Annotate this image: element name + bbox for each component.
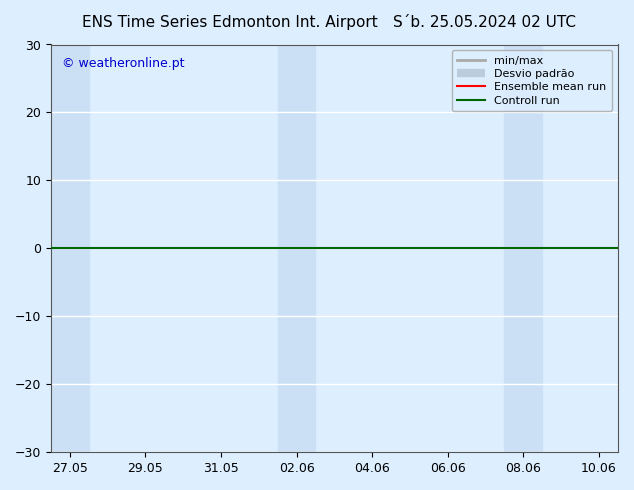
Bar [504, 45, 542, 452]
Bar [51, 45, 89, 452]
Text: © weatheronline.pt: © weatheronline.pt [62, 57, 185, 70]
Legend: min/max, Desvio padrão, Ensemble mean run, Controll run: min/max, Desvio padrão, Ensemble mean ru… [452, 50, 612, 111]
Bar [278, 45, 316, 452]
Text: S´b. 25.05.2024 02 UTC: S´b. 25.05.2024 02 UTC [393, 15, 576, 30]
Text: ENS Time Series Edmonton Int. Airport: ENS Time Series Edmonton Int. Airport [82, 15, 378, 30]
